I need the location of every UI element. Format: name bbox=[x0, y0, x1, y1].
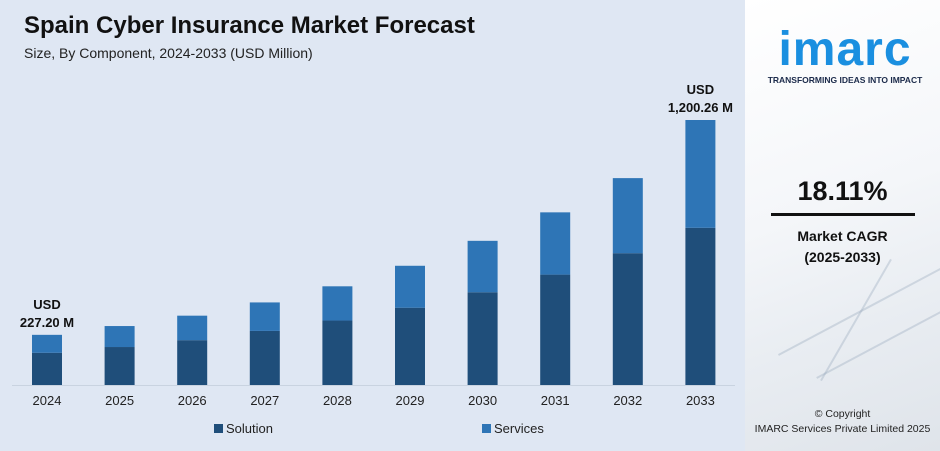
bar-solution-2025 bbox=[104, 347, 135, 385]
decorative-line bbox=[816, 283, 940, 379]
bar-services-2031 bbox=[540, 212, 571, 275]
legend-label-solution: Solution bbox=[226, 421, 273, 436]
total-label-currency-2024: USD bbox=[33, 297, 60, 312]
total-label-currency-2033: USD bbox=[687, 82, 714, 97]
bar-solution-2027 bbox=[249, 330, 280, 385]
x-tick-label-2030: 2030 bbox=[468, 393, 497, 408]
logo-wordmark: imarc bbox=[778, 23, 912, 76]
bar-solution-2024 bbox=[32, 352, 62, 385]
x-tick-label-2029: 2029 bbox=[396, 393, 425, 408]
legend-swatch-solution bbox=[214, 424, 223, 433]
x-tick-label-2032: 2032 bbox=[613, 393, 642, 408]
bar-services-2028 bbox=[322, 286, 353, 321]
bar-services-2024 bbox=[32, 334, 62, 353]
x-tick-label-2025: 2025 bbox=[105, 393, 134, 408]
bar-solution-2031 bbox=[540, 274, 571, 385]
legend-item-solution: Solution bbox=[214, 421, 273, 436]
bar-services-2033 bbox=[685, 120, 716, 228]
bar-solution-2030 bbox=[467, 292, 498, 385]
x-tick-label-2031: 2031 bbox=[541, 393, 570, 408]
bar-services-2027 bbox=[249, 302, 280, 331]
x-tick-label-2028: 2028 bbox=[323, 393, 352, 408]
copyright-line2: IMARC Services Private Limited 2025 bbox=[754, 423, 931, 435]
cagr-label-line2: (2025-2033) bbox=[804, 249, 881, 265]
bar-solution-2029 bbox=[395, 307, 425, 385]
bar-solution-2028 bbox=[322, 320, 353, 385]
cagr-label-line1: Market CAGR bbox=[797, 228, 888, 244]
x-tick-label-2026: 2026 bbox=[178, 393, 207, 408]
copyright-notice: © Copyright IMARC Services Private Limit… bbox=[745, 407, 940, 437]
bar-services-2025 bbox=[104, 326, 135, 348]
chart-subtitle: Size, By Component, 2024-2033 (USD Milli… bbox=[24, 45, 313, 61]
legend-label-services: Services bbox=[494, 421, 544, 436]
bar-solution-2032 bbox=[612, 253, 643, 385]
copyright-line1: © Copyright bbox=[814, 408, 871, 420]
total-label-value-2024: 227.20 M bbox=[20, 315, 74, 330]
chart-title: Spain Cyber Insurance Market Forecast bbox=[24, 12, 475, 39]
cagr-divider bbox=[771, 213, 915, 216]
legend-swatch-services bbox=[482, 424, 491, 433]
logo-tagline: TRANSFORMING IDEAS INTO IMPACT bbox=[767, 75, 923, 85]
legend-item-services: Services bbox=[482, 421, 544, 436]
total-label-value-2033: 1,200.26 M bbox=[668, 100, 733, 115]
bar-services-2030 bbox=[467, 240, 498, 293]
decorative-line bbox=[820, 258, 892, 382]
chart-panel: Spain Cyber Insurance Market Forecast Si… bbox=[0, 0, 745, 451]
bar-services-2029 bbox=[395, 265, 425, 308]
cagr-value: 18.11% bbox=[797, 176, 888, 206]
bar-services-2026 bbox=[177, 315, 208, 341]
x-tick-label-2033: 2033 bbox=[686, 393, 715, 408]
bar-solution-2026 bbox=[177, 340, 208, 385]
cagr-label: Market CAGR (2025-2033) bbox=[745, 226, 940, 268]
bar-services-2032 bbox=[612, 178, 643, 254]
x-tick-label-2027: 2027 bbox=[250, 393, 279, 408]
x-tick-label-2024: 2024 bbox=[33, 393, 62, 408]
side-panel bbox=[745, 0, 940, 451]
imarc-logo: imarc TRANSFORMING IDEAS INTO IMPACT bbox=[757, 23, 933, 86]
bar-chart: 2024 2025 2026 2027 2028 2029 2030 2031 2032 2033… bbox=[12, 82, 735, 408]
bar-solution-2033 bbox=[685, 227, 716, 385]
